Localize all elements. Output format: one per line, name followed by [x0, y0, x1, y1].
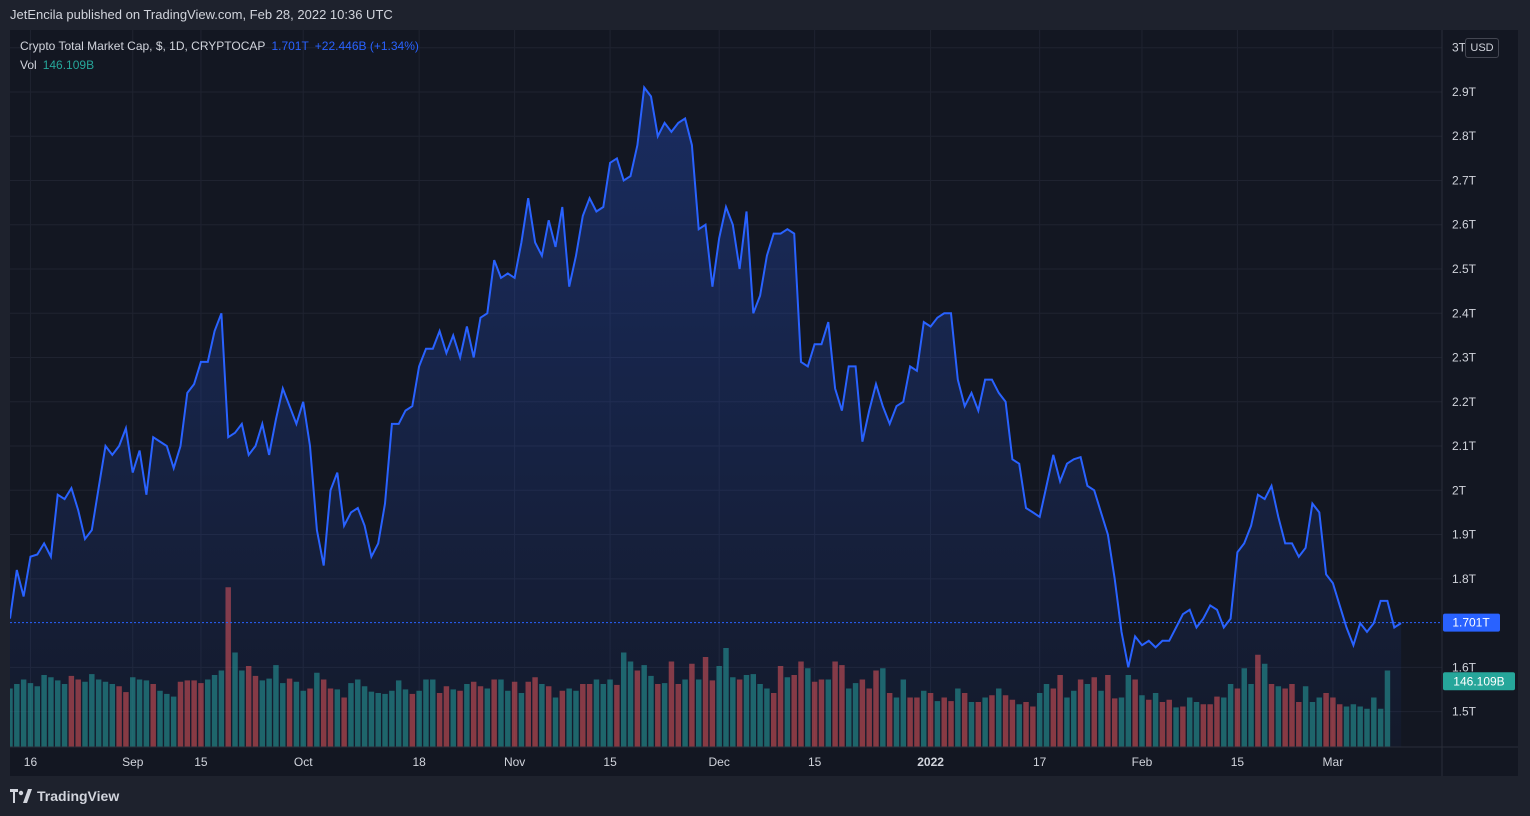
- time-tick-label: Oct: [294, 755, 313, 769]
- time-tick-label: 18: [412, 755, 426, 769]
- axis-badges: 1.701T 146.109B: [1443, 613, 1515, 691]
- volume-badge-label: 146.109B: [1453, 674, 1504, 688]
- volume-badge: [1443, 672, 1515, 691]
- time-tick-label: Nov: [504, 755, 525, 769]
- published-caption: JetEncila published on TradingView.com, …: [10, 7, 393, 22]
- price-tick-label: 2.9T: [1452, 85, 1477, 99]
- last-price-badge: [1443, 613, 1500, 632]
- time-tick-label: 16: [24, 755, 38, 769]
- price-tick-label: 2.7T: [1452, 173, 1477, 187]
- price-tick-label: 3T: [1452, 41, 1467, 55]
- price-tick-label: 2T: [1452, 483, 1467, 497]
- time-tick-label: Mar: [1323, 755, 1344, 769]
- price-tick-label: 1.8T: [1452, 572, 1477, 586]
- price-tick-label: 1.6T: [1452, 660, 1477, 674]
- price-tick-label: 2.6T: [1452, 218, 1477, 232]
- price-tick-label: 2.5T: [1452, 262, 1477, 276]
- time-tick-label: Dec: [709, 755, 730, 769]
- last-price-badge-label: 1.701T: [1452, 616, 1490, 630]
- currency-button[interactable]: USD: [1465, 38, 1499, 58]
- time-tick-label: 17: [1033, 755, 1047, 769]
- price-tick-label: 2.8T: [1452, 129, 1477, 143]
- price-tick-label: 1.9T: [1452, 528, 1477, 542]
- time-axis: 16 Sep 15 Oct 18 Nov 15 Dec 15 2022 17 Feb 15 Mar: [24, 755, 1343, 769]
- chart-frame[interactable]: 3T 2.9T 2.8T 2.7T 2.6T 2.5T 2.4T 2.3T 2.2T 2.1T 2T…: [10, 30, 1518, 776]
- price-tick-label: 2.2T: [1452, 395, 1477, 409]
- symbol-title: Crypto Total Market Cap, $, 1D, CRYPTOCA…: [20, 39, 266, 53]
- price-axis: 3T 2.9T 2.8T 2.7T 2.6T 2.5T 2.4T 2.3T 2.2T 2.1T 2T…: [1452, 41, 1477, 719]
- volume-value: 146.109B: [42, 58, 95, 72]
- symbol-legend[interactable]: Crypto Total Market Cap, $, 1D, CRYPTOCA…: [20, 39, 419, 53]
- last-value: 1.701T: [271, 39, 309, 53]
- price-tick-label: 2.4T: [1452, 306, 1477, 320]
- time-tick-label: 2022: [917, 755, 944, 769]
- footer-brand[interactable]: TradingView: [10, 788, 119, 804]
- price-area: [10, 87, 1402, 747]
- price-chart[interactable]: 3T 2.9T 2.8T 2.7T 2.6T 2.5T 2.4T 2.3T 2.2T 2.1T 2T…: [10, 30, 1518, 776]
- time-tick-label: Feb: [1132, 755, 1153, 769]
- time-tick-label: Sep: [122, 755, 144, 769]
- tradingview-logo-icon: [10, 789, 32, 803]
- volume-legend[interactable]: Vol 146.109B: [20, 58, 94, 72]
- time-tick-label: 15: [1231, 755, 1245, 769]
- time-tick-label: 15: [194, 755, 208, 769]
- price-tick-label: 2.3T: [1452, 351, 1477, 365]
- price-tick-label: 1.5T: [1452, 705, 1477, 719]
- time-tick-label: 15: [603, 755, 617, 769]
- footer-brand-label: TradingView: [37, 788, 120, 804]
- price-tick-label: 2.1T: [1452, 439, 1477, 453]
- price-line: [10, 84, 1402, 668]
- volume-title: Vol: [20, 58, 37, 72]
- time-tick-label: 15: [808, 755, 822, 769]
- change-value: +22.446B (+1.34%): [314, 39, 419, 53]
